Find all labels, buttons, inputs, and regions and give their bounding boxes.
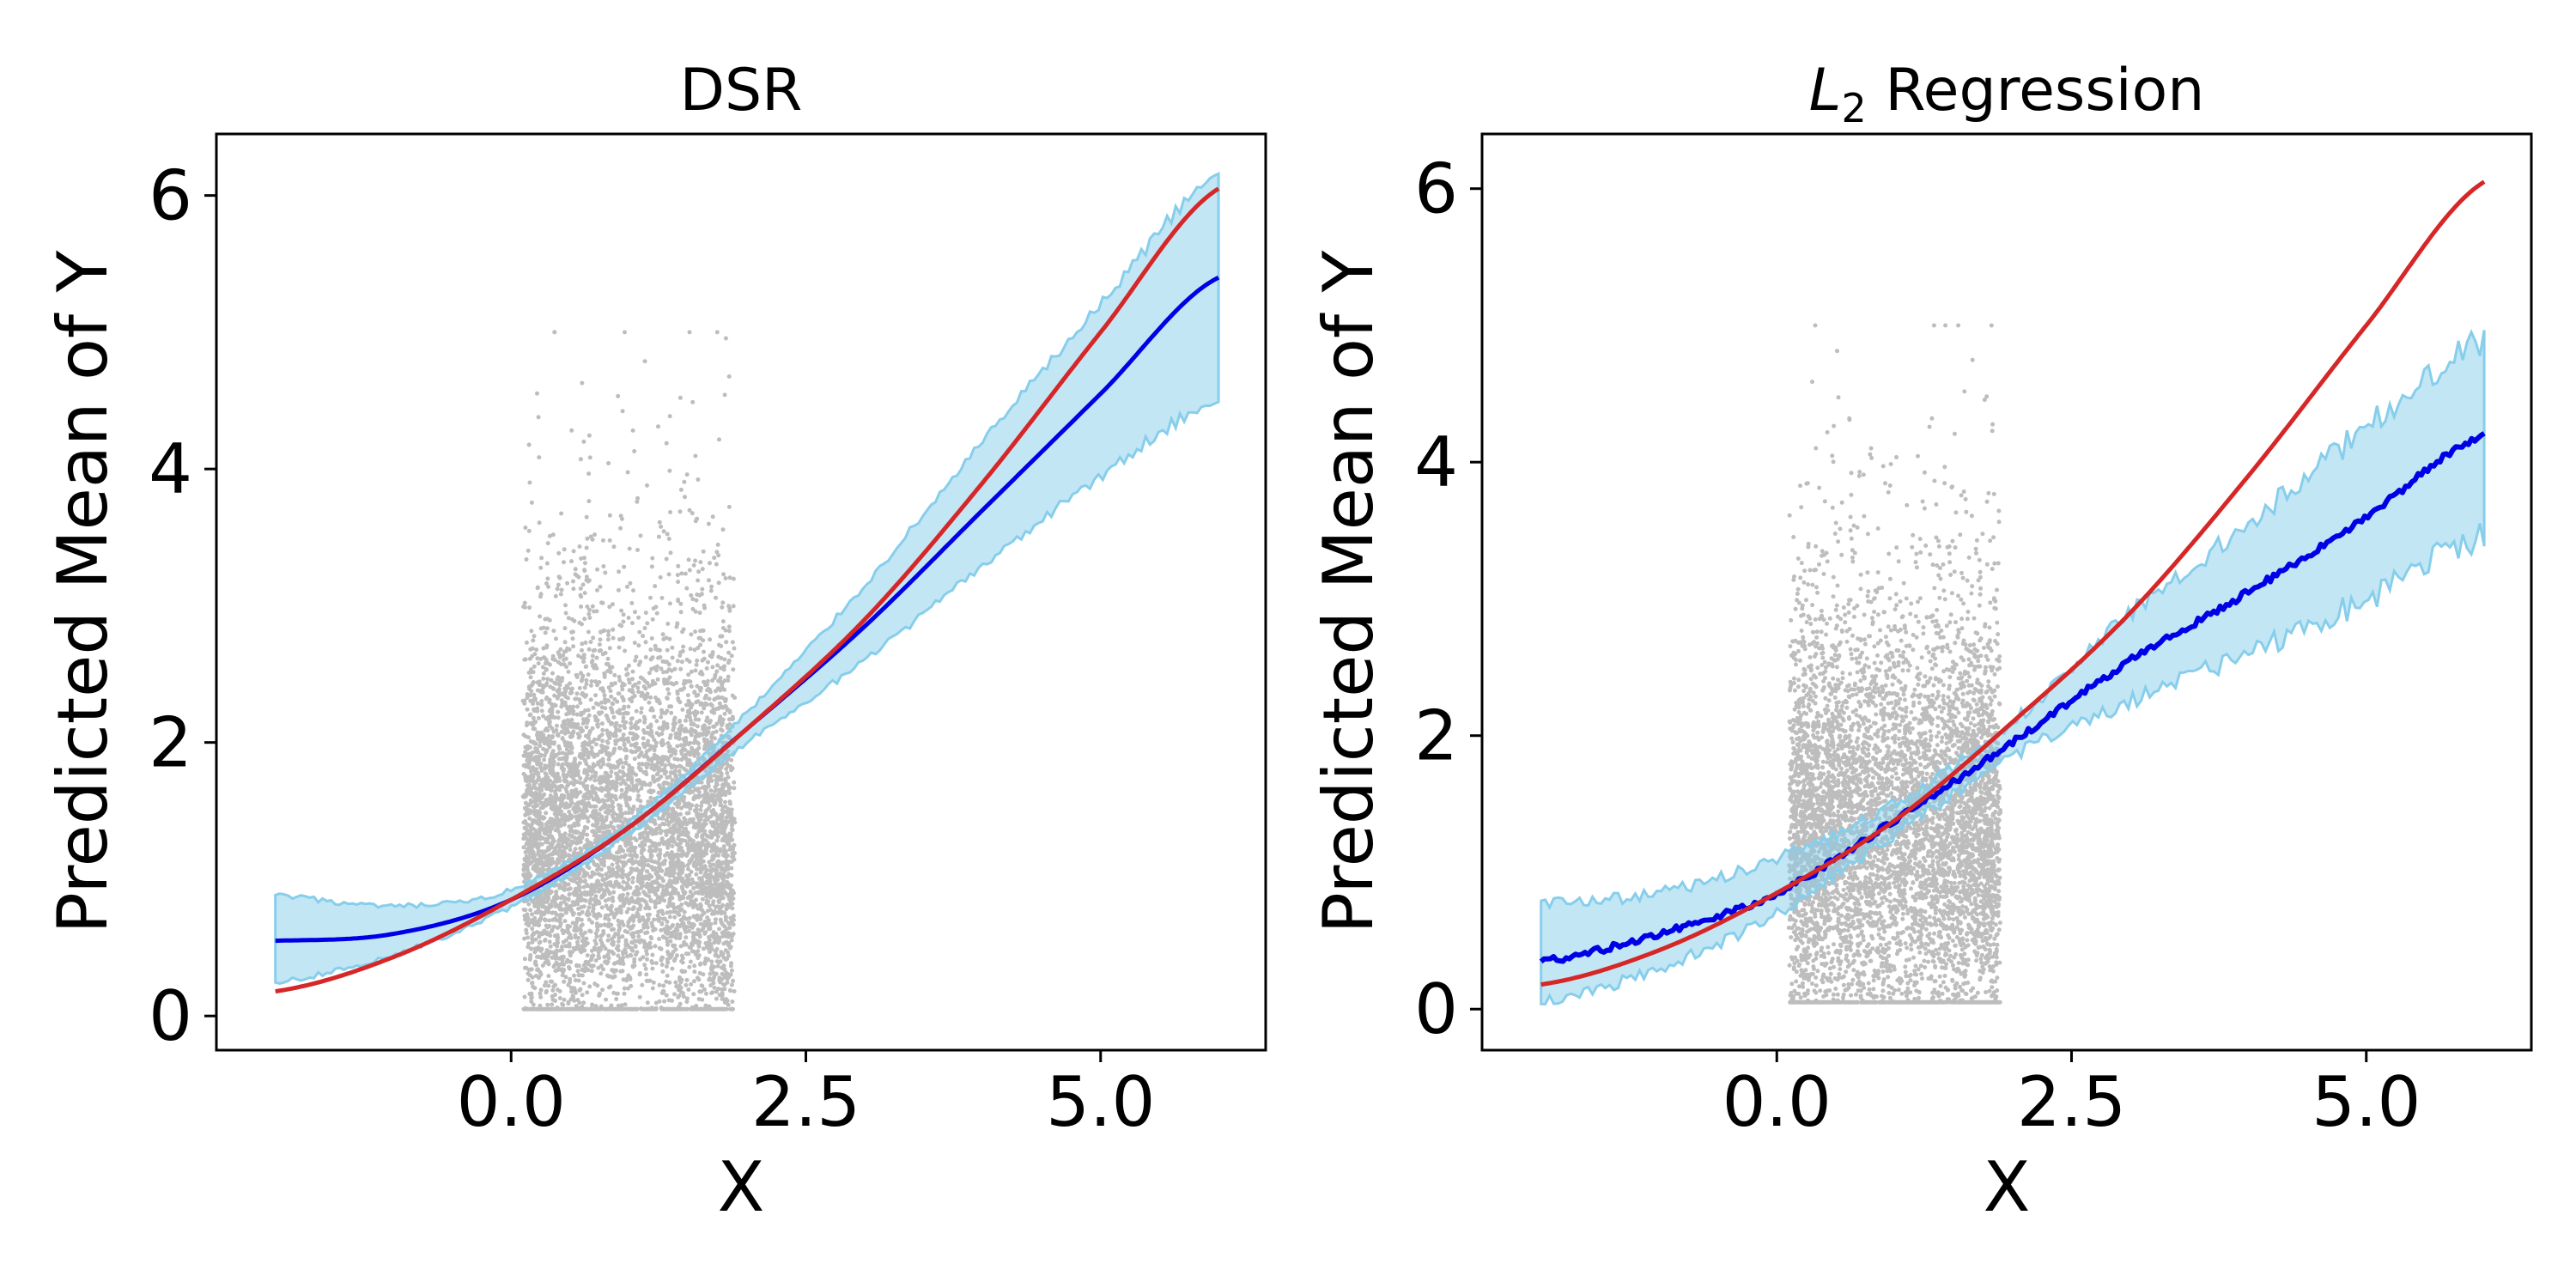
y-tick-label: 2 <box>1414 696 1458 776</box>
x-tick-label: 0.0 <box>1722 1062 1832 1142</box>
x-tick-label: 5.0 <box>1046 1062 1155 1142</box>
confidence-band <box>1540 329 2486 1005</box>
chart-title: DSR <box>680 57 803 125</box>
title-main: Regression <box>1867 57 2205 125</box>
x-tick-label: 5.0 <box>2312 1062 2421 1142</box>
y-tick-label: 6 <box>149 156 192 236</box>
scatter-points <box>520 330 738 1012</box>
x-axis-label: X <box>1984 1147 2031 1227</box>
confidence-band <box>274 171 1220 985</box>
y-axis-label: Predicted Mean of Y <box>43 249 123 933</box>
x-tick-label: 2.5 <box>2017 1062 2126 1142</box>
true-mean-line <box>275 186 1220 993</box>
x-tick-label: 0.0 <box>457 1062 566 1142</box>
y-tick-label: 4 <box>149 429 192 509</box>
y-axis-label: Predicted Mean of Y <box>1309 249 1388 933</box>
true-mean-line <box>1540 179 2486 987</box>
axes-frame <box>1480 132 2533 1052</box>
title-prefix: L <box>1809 57 1842 125</box>
plot-area <box>1539 179 2486 1005</box>
scatter-cloud <box>1786 323 2003 1005</box>
title-subscript: 2 <box>1842 85 1867 131</box>
predicted-mean-line <box>1539 431 2486 964</box>
x-tick-label: 2.5 <box>751 1062 860 1142</box>
y-tick-label: 2 <box>149 703 192 783</box>
x-axis-label: X <box>718 1147 765 1227</box>
scatter-cloud <box>520 330 738 1012</box>
scatter-points <box>1786 323 2003 1005</box>
y-tick-label: 0 <box>149 976 192 1056</box>
chart-title: L2 Regression <box>1809 57 2205 131</box>
y-tick-label: 0 <box>1414 969 1458 1049</box>
y-tick-label: 4 <box>1414 422 1458 502</box>
panel-dsr: 0.0 2.5 5.0 0 2 4 6 X Predicted Mean of Y DSR <box>43 57 1267 1227</box>
plot-area <box>274 171 1220 1012</box>
axes-frame <box>215 132 1267 1052</box>
y-tick-label: 6 <box>1414 149 1458 229</box>
